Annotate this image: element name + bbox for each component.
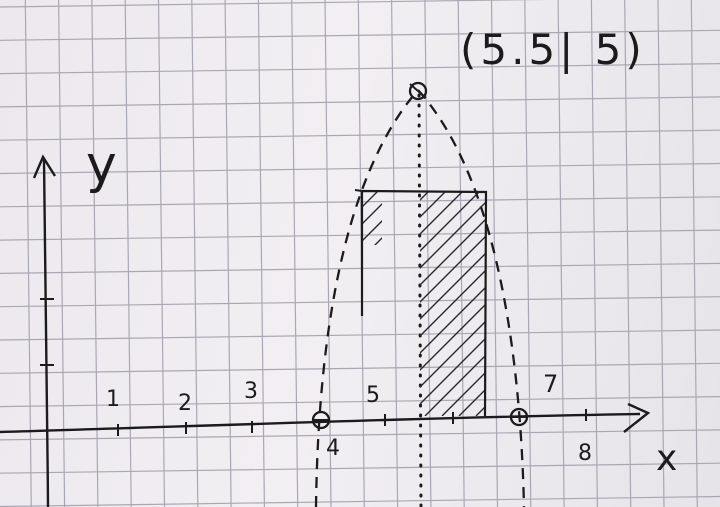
x-axis: [0, 412, 641, 434]
x-tick-label-2: 2: [178, 391, 192, 416]
x-tick-label-5: 5: [366, 383, 380, 408]
x-tick-label-8: 8: [578, 441, 592, 466]
rectangle-top-extension: [354, 189, 363, 192]
y-tick-marks: [40, 298, 54, 366]
x-tick-label-3: 3: [244, 379, 258, 404]
parabola-curve: [314, 88, 526, 507]
x-tick-label-7: 7: [543, 370, 558, 398]
y-axis-label: y: [86, 135, 117, 195]
y-axis: [42, 159, 50, 507]
x-axis-label: x: [656, 438, 677, 479]
symmetry-line: [417, 93, 423, 507]
vertex-point: [408, 81, 428, 101]
x-tick-marks: [117, 409, 587, 436]
y-axis-arrowhead: [32, 154, 57, 179]
x-tick-label-1: 1: [106, 387, 120, 412]
x-axis-arrowhead: [623, 402, 651, 433]
x-tick-label-4: 4: [326, 436, 340, 461]
inscribed-rectangle: [360, 189, 488, 417]
vertex-label: (5.5| 5): [460, 25, 646, 74]
